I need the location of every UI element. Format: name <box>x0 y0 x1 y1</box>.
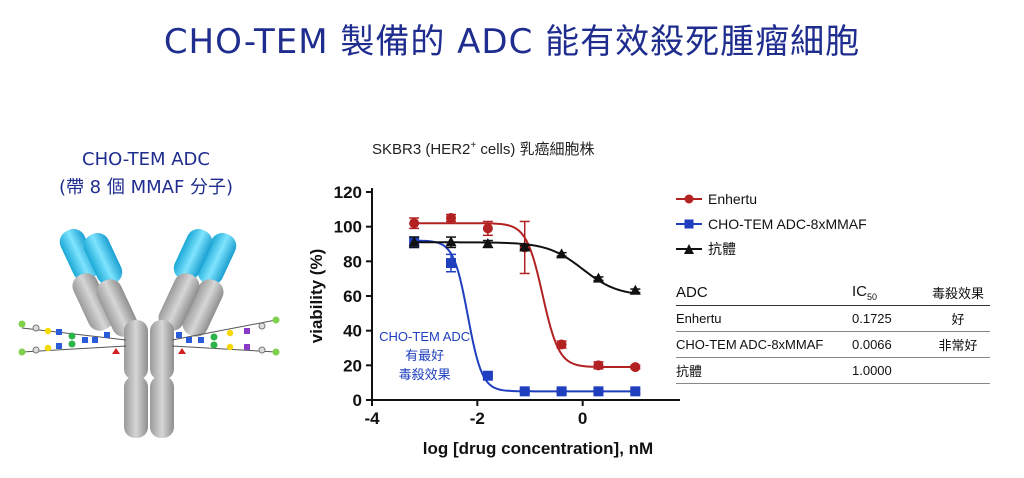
legend-marker-triangle <box>676 243 702 254</box>
data-point <box>519 386 530 397</box>
data-point <box>593 360 604 371</box>
x-tick-label: -4 <box>364 409 380 428</box>
row-value: 0.1725 <box>852 305 926 332</box>
y-axis-label: viability (%) <box>307 249 326 343</box>
ic50-table: ADC IC50 毒殺效果 Enhertu 0.1725 好 CHO-TEM A… <box>676 280 990 384</box>
chart-annotation-line: 毒殺效果 <box>399 367 451 382</box>
legend-item-cho-tem: CHO-TEM ADC-8xMMAF <box>676 211 867 236</box>
adc-caption-line2: (帶 8 個 MMAF 分子) <box>58 177 234 198</box>
ic50-table-header: ADC IC50 毒殺效果 <box>676 280 990 306</box>
data-point <box>482 370 493 381</box>
data-point <box>446 213 456 223</box>
y-tick-label: 80 <box>343 252 362 271</box>
data-point <box>629 284 641 295</box>
row-value: 1.0000 <box>852 357 926 384</box>
chart-title-prefix: SKBR3 (HER2 <box>372 141 471 158</box>
page-title: CHO-TEM 製備的 ADC 能有效殺死腫瘤細胞 <box>163 22 861 62</box>
table-row: CHO-TEM ADC-8xMMAF 0.0066 非常好 <box>676 331 990 358</box>
adc-caption-line1: CHO-TEM ADC <box>82 149 210 170</box>
header-ic-sub: 50 <box>867 292 878 302</box>
data-point <box>556 339 567 350</box>
data-point <box>592 272 604 283</box>
data-point <box>630 386 641 397</box>
x-tick-label: -2 <box>470 409 485 428</box>
header-effect: 毒殺效果 <box>926 280 990 306</box>
row-effect: 非常好 <box>926 331 990 358</box>
data-point <box>446 258 456 269</box>
chart-annotation-line: CHO-TEM ADC <box>379 329 470 344</box>
data-point <box>593 386 604 397</box>
data-point <box>630 362 641 373</box>
data-point <box>482 238 494 248</box>
legend-item-enhertu: Enhertu <box>676 186 867 211</box>
row-name: CHO-TEM ADC-8xMMAF <box>676 331 852 358</box>
y-tick-label: 120 <box>334 183 362 202</box>
row-name: 抗體 <box>676 357 852 384</box>
header-adc: ADC <box>676 280 852 306</box>
y-tick-label: 60 <box>343 287 362 306</box>
chart-legend: Enhertu CHO-TEM ADC-8xMMAF 抗體 <box>676 186 867 261</box>
data-point <box>556 386 567 397</box>
row-effect <box>926 357 990 384</box>
x-axis-label: log [drug concentration], nM <box>423 439 653 458</box>
data-point <box>409 218 420 229</box>
header-ic50: IC50 <box>852 280 926 306</box>
data-point <box>445 236 457 247</box>
data-point <box>408 236 420 247</box>
legend-label: 抗體 <box>708 240 736 257</box>
y-tick-label: 0 <box>353 391 362 410</box>
legend-label: Enhertu <box>708 190 758 207</box>
y-tick-label: 20 <box>343 356 362 375</box>
row-name: Enhertu <box>676 305 852 332</box>
legend-label: CHO-TEM ADC-8xMMAF <box>708 215 867 232</box>
antibody-conjugate-illustration <box>18 228 280 438</box>
data-point <box>482 223 493 234</box>
header-ic: IC <box>852 283 867 300</box>
y-tick-label: 100 <box>334 218 362 237</box>
table-row: Enhertu 0.1725 好 <box>676 305 990 332</box>
chart-title-sup: + <box>470 140 477 151</box>
adc-caption: CHO-TEM ADC (帶 8 個 MMAF 分子) <box>40 146 252 202</box>
row-effect: 好 <box>926 305 990 332</box>
row-value: 0.0066 <box>852 331 926 358</box>
legend-marker-circle <box>676 194 702 203</box>
x-tick-label: 0 <box>578 409 587 428</box>
chart-annotation-line: 有最好 <box>405 348 444 363</box>
legend-item-antibody: 抗體 <box>676 236 867 261</box>
chart-title-suffix: cells) 乳癌細胞株 <box>476 141 595 158</box>
chart-title: SKBR3 (HER2+ cells) 乳癌細胞株 <box>372 138 595 159</box>
data-point <box>519 241 531 252</box>
table-row: 抗體 1.0000 <box>676 357 990 384</box>
legend-marker-square <box>676 219 702 228</box>
y-tick-label: 40 <box>343 322 362 341</box>
data-point <box>556 248 568 259</box>
